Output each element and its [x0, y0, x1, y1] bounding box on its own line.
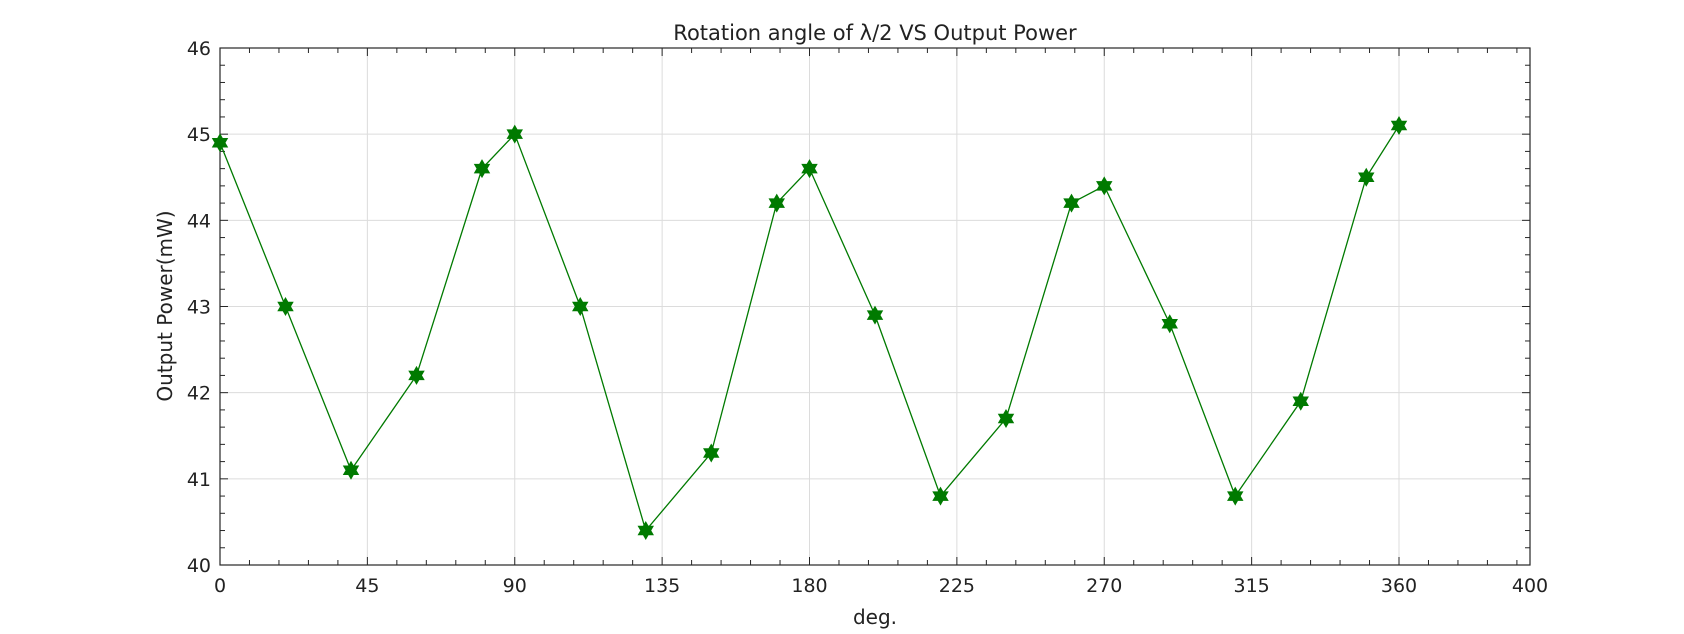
series-group [211, 116, 1408, 541]
data-point-marker [506, 124, 523, 144]
chart-title: Rotation angle of λ/2 VS Output Power [673, 21, 1077, 45]
data-point-marker [1161, 314, 1178, 334]
x-tick-label: 225 [939, 575, 975, 597]
x-tick-labels: 0 45 90 135 180 225 270 315 360 400 [214, 575, 1548, 597]
axis-ticks [219, 47, 1531, 566]
data-point-marker [932, 486, 949, 506]
y-tick-labels: 40 41 42 43 44 45 46 [187, 38, 211, 577]
data-point-marker [1390, 116, 1408, 136]
y-tick-label: 42 [187, 383, 211, 405]
x-axis-label: deg. [853, 605, 897, 629]
data-point-marker [768, 193, 785, 213]
data-point-marker [342, 460, 360, 480]
x-tick-label: 270 [1086, 575, 1122, 597]
data-point-marker [572, 296, 589, 317]
data-point-marker [703, 443, 720, 463]
x-tick-label: 0 [214, 575, 226, 597]
x-tick-label: 360 [1381, 575, 1417, 597]
data-point-marker [408, 365, 425, 385]
data-point-marker [1063, 193, 1080, 213]
data-point-marker [277, 296, 294, 317]
data-point-marker [801, 159, 818, 179]
y-tick-label: 40 [187, 555, 211, 577]
y-axis-label: Output Power(mW) [153, 210, 177, 401]
y-tick-label: 45 [187, 124, 211, 146]
x-tick-label: 315 [1233, 575, 1269, 597]
data-point-marker [866, 305, 884, 325]
x-tick-label: 90 [503, 575, 527, 597]
data-point-marker [473, 159, 491, 179]
data-point-marker [1096, 176, 1113, 196]
data-point-marker [1292, 391, 1309, 411]
data-point-marker [637, 521, 654, 541]
x-tick-label: 135 [644, 575, 680, 597]
data-point-marker [211, 133, 229, 153]
y-tick-label: 43 [187, 297, 211, 319]
data-point-marker [1358, 167, 1375, 187]
x-tick-label: 45 [355, 575, 379, 597]
x-tick-label: 400 [1512, 575, 1548, 597]
y-tick-label: 41 [187, 469, 211, 491]
data-point-marker [997, 409, 1015, 429]
y-tick-label: 46 [187, 38, 211, 60]
x-tick-label: 180 [791, 575, 827, 597]
data-point-marker [1227, 486, 1244, 506]
y-tick-label: 44 [187, 210, 211, 232]
